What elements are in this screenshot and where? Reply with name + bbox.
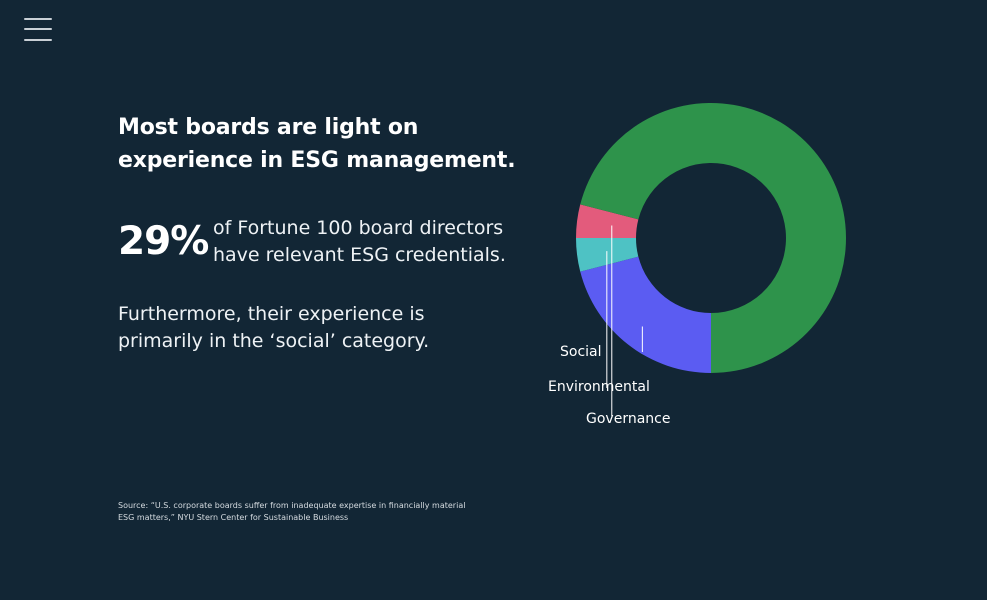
menu-bar-bottom <box>24 39 52 41</box>
stat-value: 29% <box>118 219 209 264</box>
donut-slice-governance <box>576 204 639 238</box>
chart-label-social: Social <box>560 344 602 360</box>
donut-slices <box>576 102 846 374</box>
source-citation: Source: “U.S. corporate boards suffer fr… <box>118 501 466 522</box>
menu-bar-middle <box>24 28 52 30</box>
menu-bar-top <box>24 18 52 20</box>
stat-description: of Fortune 100 board directors have rele… <box>213 217 506 266</box>
menu-button[interactable] <box>24 17 53 42</box>
donut-slice-environmental <box>576 238 639 272</box>
supporting-paragraph: Furthermore, their experience is primari… <box>118 303 430 352</box>
headline: Most boards are light on experience in E… <box>118 115 516 173</box>
chart-label-environmental: Environmental <box>548 379 650 395</box>
chart-label-governance: Governance <box>586 411 671 427</box>
donut-slice-no-esg-credentials <box>580 102 846 374</box>
